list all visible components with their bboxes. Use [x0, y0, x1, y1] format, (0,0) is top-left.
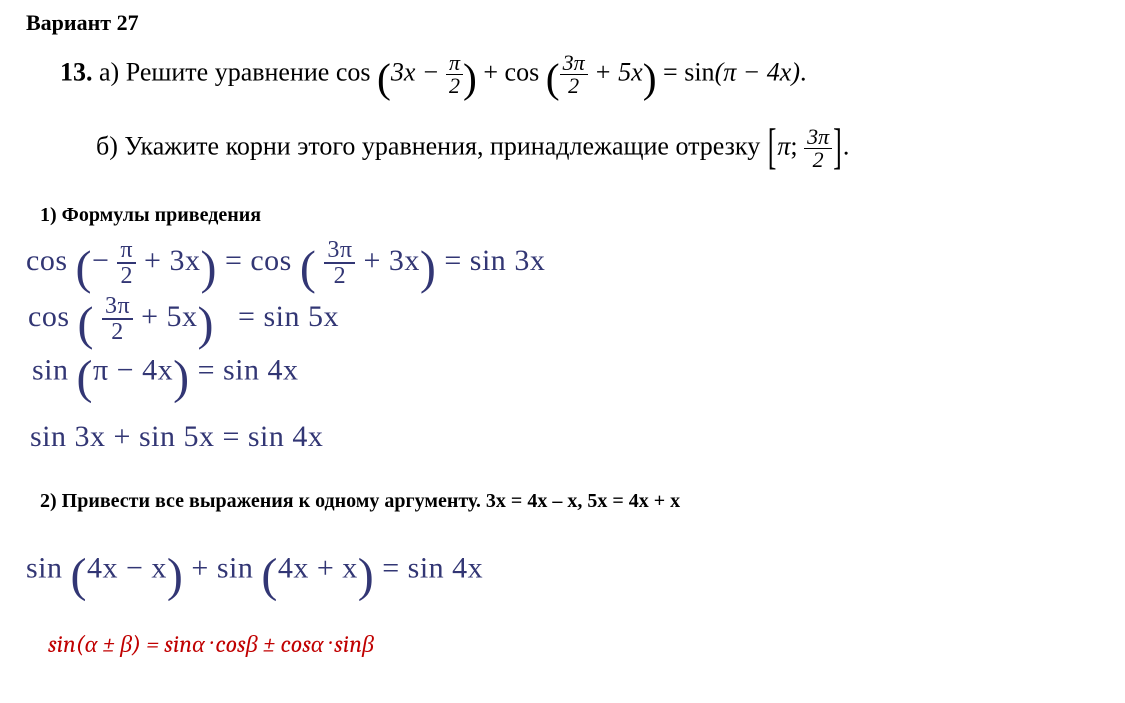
hw2-res: 5x [308, 300, 339, 333]
sin-fn-s2c: sin [408, 552, 445, 585]
s2-b: 4x + x [278, 552, 358, 585]
hw1-2b: 2 [324, 264, 355, 288]
sin-fn-hw4b: sin [139, 420, 176, 453]
page: Вариант 27 13. а) Решите уравнение cos (… [0, 0, 1125, 703]
hw4-a: 3x [75, 420, 106, 453]
sin-fn-hw4a: sin [30, 420, 67, 453]
sin-fn-hw4c: sin [248, 420, 285, 453]
frac-2: 2 [446, 75, 463, 97]
frac-3pi: 3π [560, 52, 588, 75]
problem-number: 13. [60, 57, 93, 86]
hw2-2: 2 [102, 320, 133, 344]
hw3-eq: = [198, 354, 223, 387]
part-b-lead: б) Укажите корни этого уравнения, принад… [96, 131, 767, 160]
hw-line-4: sin 3x + sin 5x = sin 4x [30, 420, 323, 454]
hw4-eq: = [222, 420, 247, 453]
hw2-3pi: 3π [102, 294, 133, 320]
s2-c: 4x [452, 552, 483, 585]
hw1-2: 2 [117, 264, 136, 288]
cos-fn: cos [336, 57, 371, 86]
s2-plus: + [191, 552, 216, 585]
hw3-res: 4x [268, 354, 299, 387]
hw1-eq: = [225, 244, 250, 277]
cos-fn-hw2: cos [28, 300, 70, 333]
problem-part-a: 13. а) Решите уравнение cos (3x − π2) + … [60, 52, 807, 102]
red-formula: sin(α ± β) = sinα · cosβ ± cosα · sinβ [48, 630, 374, 659]
arg1-3x: 3x − [391, 57, 446, 86]
hw1-body: + 3x [136, 244, 200, 277]
sin-fn-hw3b: sin [223, 354, 260, 387]
part-a-lead: а) Решите уравнение [99, 57, 336, 86]
hw1-res: 3x [514, 244, 545, 277]
sin-fn-s2b: sin [217, 552, 254, 585]
s2-eq: = [382, 552, 407, 585]
hw-step2-line: sin (4x − x) + sin (4x + x) = sin 4x [26, 548, 483, 603]
sin-fn-hw: sin [470, 244, 507, 277]
sin-fn-hw3: sin [32, 354, 69, 387]
hw2-body: + 5x [133, 300, 197, 333]
hw1-body2: + 3x [355, 244, 419, 277]
cos-fn-2: cos [505, 57, 540, 86]
s2-a: 4x − x [87, 552, 167, 585]
hw4-plus: + [114, 420, 139, 453]
step1-heading: 1) Формулы приведения [40, 204, 261, 227]
interval-num: 3π [804, 126, 832, 149]
sin-fn-hw2: sin [263, 300, 300, 333]
interval-left: π [777, 131, 790, 160]
interval-sep: ; [790, 131, 804, 160]
sin-fn-s2a: sin [26, 552, 63, 585]
problem-part-b: б) Укажите корни этого уравнения, принад… [96, 126, 849, 171]
sin-fn: sin [684, 57, 714, 86]
hw1-eq2: = [444, 244, 469, 277]
interval-dot: . [843, 131, 850, 160]
hw4-c: 4x [292, 420, 323, 453]
hw-line-1: cos (− π2 + 3x) = cos ( 3π2 + 3x) = sin … [26, 238, 545, 295]
cos-fn-hw-b: cos [250, 244, 292, 277]
hw1-pi: π [117, 238, 136, 264]
plus-1: + [483, 57, 504, 86]
hw1-3pi: 3π [324, 238, 355, 264]
equals: = [663, 57, 684, 86]
hw2-eq: = [230, 300, 263, 333]
hw-line-2: cos ( 3π2 + 5x) = sin 5x [28, 294, 339, 351]
hw-line-3: sin (π − 4x) = sin 4x [32, 350, 299, 405]
arg3: π − 4x [723, 57, 791, 86]
frac-pi: π [446, 52, 463, 75]
frac-2b: 2 [560, 75, 588, 97]
interval-den: 2 [804, 149, 832, 171]
cos-fn-hw: cos [26, 244, 68, 277]
arg2-5x: + 5x [588, 57, 643, 86]
hw3-arg: π − 4x [93, 354, 173, 387]
step2-heading: 2) Привести все выражения к одному аргум… [40, 490, 680, 513]
variant-heading: Вариант 27 [26, 10, 139, 36]
hw4-b: 5x [183, 420, 214, 453]
dot: . [800, 57, 807, 86]
